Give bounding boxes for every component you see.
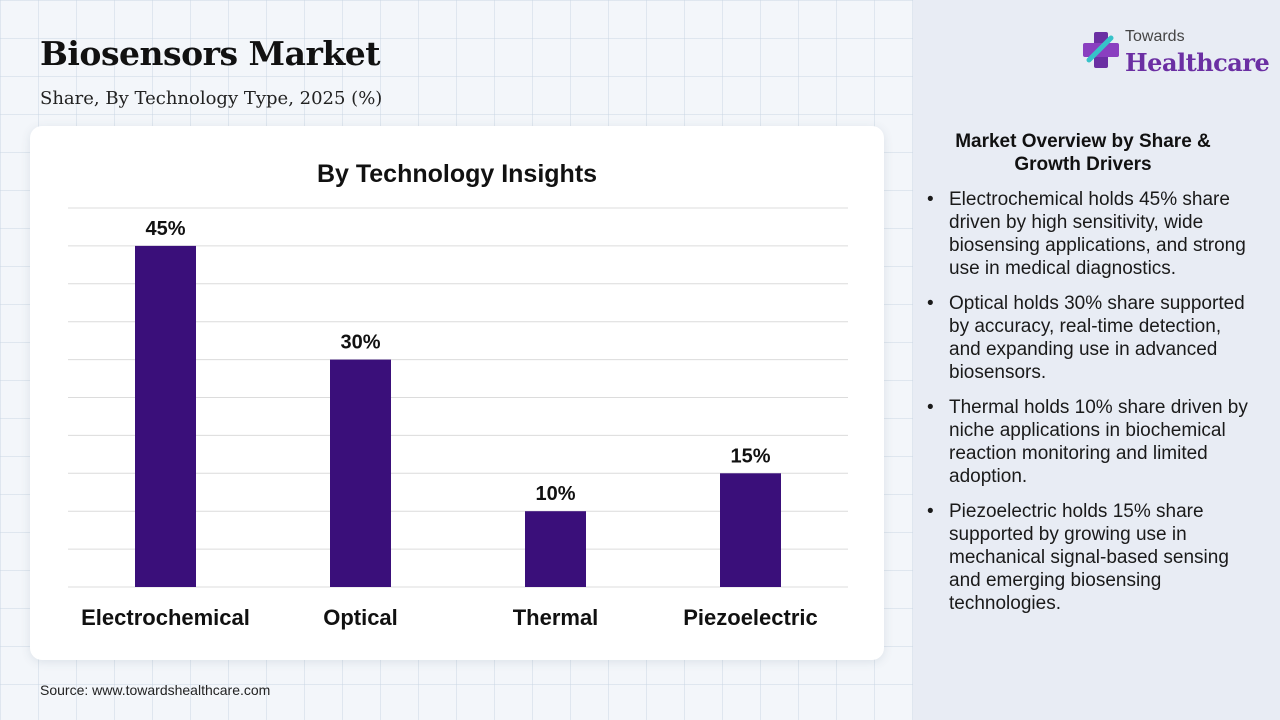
bar-electrochemical [135,245,196,587]
x-tick-label: Piezoelectric [683,605,818,630]
overview-bullet: Piezoelectric holds 15% share supported … [921,500,1251,615]
page-title: Biosensors Market [40,34,380,73]
x-tick-label: Thermal [513,605,599,630]
bar-optical [330,359,391,587]
logo-big-text: Healthcare [1125,48,1270,77]
chart-title: By Technology Insights [316,160,598,188]
chart-card: By Technology Insights 45% Electrochemica… [30,126,884,660]
overview-bullets: Electrochemical holds 45% share driven b… [921,188,1251,627]
overview-bullet: Optical holds 30% share supported by acc… [921,292,1251,384]
x-tick-label: Optical [323,605,398,630]
bar-piezoelectric [720,473,781,587]
data-label: 10% [535,483,575,505]
data-label: 15% [730,445,770,467]
overview-bullet: Electrochemical holds 45% share driven b… [921,188,1251,280]
main-area: Biosensors Market Share, By Technology T… [30,34,884,698]
brand-logo: Towards Healthcare [1081,28,1270,80]
page-subtitle: Share, By Technology Type, 2025 (%) [40,88,383,109]
data-label: 45% [145,218,185,240]
overview-panel: Towards Healthcare Market Overview by Sh… [913,0,1280,720]
source-note: Source: www.towardshealthcare.com [40,682,271,698]
overview-bullet: Thermal holds 10% share driven by niche … [921,396,1251,488]
bar-thermal [525,511,586,587]
data-label: 30% [340,332,380,354]
overview-title: Market Overview by Share & Growth Driver… [955,131,1211,175]
x-tick-label: Electrochemical [81,605,250,630]
logo-small-text: Towards [1125,28,1185,45]
bar-chart: 45% Electrochemical 30% Optical 10% Thermal 15… [68,207,848,630]
medical-cross-icon [1083,32,1119,68]
